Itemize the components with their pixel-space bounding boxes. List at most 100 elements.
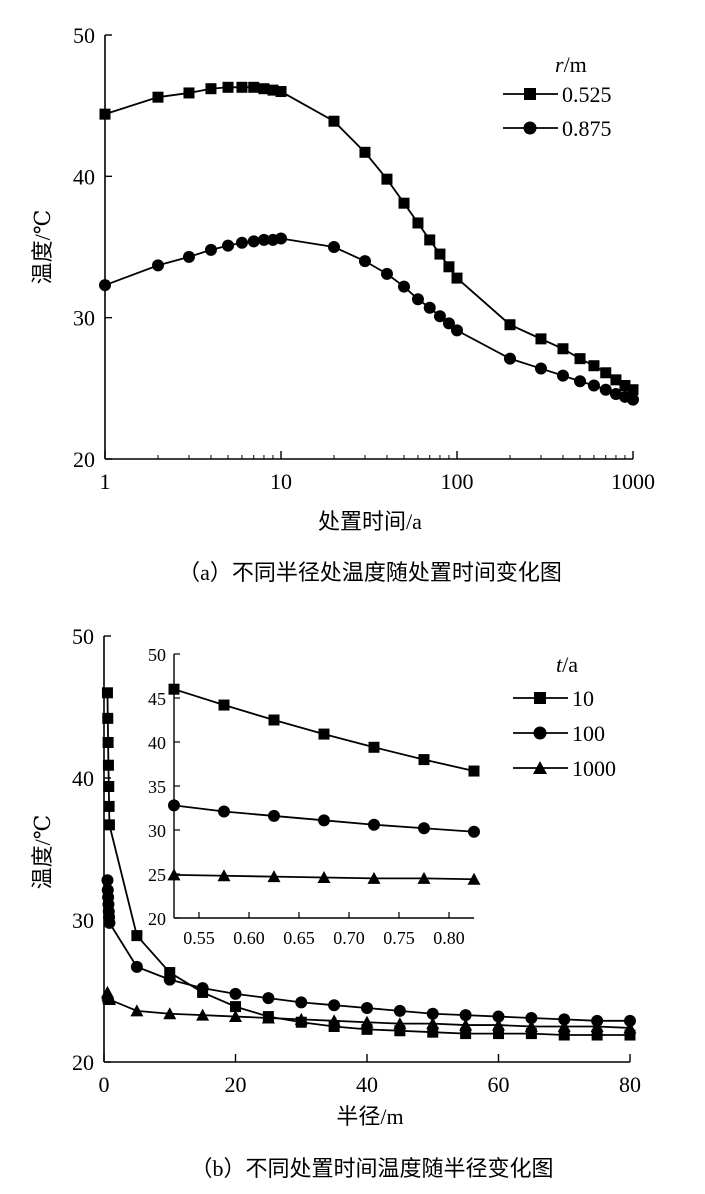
legend-title: r/m <box>555 52 587 77</box>
legend-title-variable: t <box>556 652 563 677</box>
series-100-marker <box>196 982 209 995</box>
series-10-marker <box>558 1029 570 1041</box>
series-0.525-marker <box>236 81 248 93</box>
series-100-marker <box>361 1002 373 1015</box>
series-0.525-marker <box>627 384 639 396</box>
series-0.875-marker <box>99 279 111 292</box>
series-0.525-marker <box>398 197 410 209</box>
chart-a: 20 30 40 50 1 10 100 1000 处置时间/a 温度/℃ r/m 0.525 0.87… <box>30 23 655 534</box>
series-0.525-marker <box>183 87 195 99</box>
x-tick-label: 1000 <box>611 469 655 494</box>
series-0.875-marker <box>247 235 260 248</box>
x-tick-label: 60 <box>488 1072 510 1097</box>
x-tick-label: 40 <box>356 1072 378 1097</box>
inset-x-tick-label: 0.75 <box>383 928 415 948</box>
legend-title-unit: /m <box>564 52 587 77</box>
series-0.875-marker <box>204 243 217 256</box>
series-0.525-marker <box>412 217 424 229</box>
legend-marker <box>533 761 547 774</box>
legend-title-unit: /a <box>562 652 578 677</box>
y-tick-label: 20 <box>72 1050 94 1075</box>
series-100-marker <box>525 1011 538 1024</box>
y-tick-label: 30 <box>72 908 94 933</box>
series-0.525-marker <box>557 343 569 355</box>
x-tick-label: 20 <box>225 1072 247 1097</box>
series-10-marker <box>164 967 176 979</box>
x-tick-label: 100 <box>441 469 474 494</box>
series-0.525-marker <box>275 86 287 98</box>
series-0.875-marker <box>451 324 463 337</box>
y-tick-label: 50 <box>73 23 95 48</box>
series-0.875-marker <box>503 352 516 365</box>
legend-marker <box>524 88 536 100</box>
series-0.525-marker <box>381 173 393 185</box>
inset-y-tick-label: 45 <box>148 689 166 709</box>
inset-y-tick-label: 40 <box>148 733 166 753</box>
series-10-marker <box>427 1026 439 1038</box>
series-0.525-marker <box>205 83 217 95</box>
x-axis-label: 处置时间/a <box>318 509 422 534</box>
inset-y-tick-label: 50 <box>148 645 166 665</box>
x-tick-label: 10 <box>270 469 292 494</box>
legend-marker <box>534 692 546 704</box>
inset-series-10-marker <box>168 683 180 695</box>
series-100-marker <box>492 1010 505 1023</box>
series-1000-marker <box>130 1004 144 1017</box>
series-0.525-marker <box>267 84 279 96</box>
series-0.525-marker <box>248 81 260 93</box>
series-10-marker <box>102 712 114 724</box>
inset-series-10-marker <box>418 754 430 766</box>
series-0.875-marker <box>534 362 547 375</box>
series-10-marker <box>591 1029 603 1041</box>
series-0.525-marker <box>619 380 631 392</box>
inset-series-1000-marker <box>267 870 281 883</box>
series-100-marker <box>393 1004 406 1017</box>
series-100-marker <box>558 1013 571 1026</box>
inset-series-100-marker <box>368 818 380 831</box>
y-tick-label: 40 <box>72 766 94 791</box>
series-10-marker <box>103 800 115 812</box>
series-1000-marker <box>557 1020 571 1032</box>
inset-y-tick-label: 25 <box>148 865 166 885</box>
series-0.875-marker <box>235 236 248 249</box>
inset-series-10-marker <box>468 765 480 777</box>
series-10-marker <box>525 1028 537 1040</box>
series-1000-marker <box>261 1011 275 1024</box>
series-1000-marker <box>426 1017 440 1030</box>
series-0.875-marker <box>442 317 455 330</box>
series-10-marker <box>624 1029 636 1041</box>
series-0.875-marker <box>627 393 639 406</box>
chart-b-inset: 20 25 30 35 40 45 50 0.55 0.60 0.65 0.70 0.75 0.80 <box>148 645 481 948</box>
series-1000-marker <box>524 1020 538 1032</box>
series-1000-marker <box>492 1018 505 1031</box>
legend-label: 0.875 <box>562 116 612 141</box>
series-0.875-marker <box>587 379 600 392</box>
series-10-marker <box>328 1021 340 1032</box>
series-100-marker <box>459 1009 472 1022</box>
series-1000-marker <box>294 1012 308 1025</box>
series-100-marker <box>624 1014 636 1027</box>
inset-series-1000-marker <box>167 868 181 881</box>
y-axis-label: 温度/℃ <box>30 815 55 890</box>
series-1000-marker <box>360 1015 374 1028</box>
series-0.525-marker <box>610 374 622 386</box>
series-0.525-marker <box>434 248 446 260</box>
y-tick-label: 40 <box>73 164 95 189</box>
legend-label: 10 <box>572 686 594 711</box>
series-10-marker <box>131 930 143 942</box>
series-0.875-marker <box>411 293 424 306</box>
series-10-marker <box>102 737 114 748</box>
series-0.525-marker <box>443 261 455 273</box>
legend-marker <box>533 726 547 740</box>
legend-title-variable: r <box>555 52 564 77</box>
series-0.525-marker <box>535 333 547 345</box>
series-0.525-marker <box>451 272 463 284</box>
series-0.875-marker <box>182 250 195 263</box>
legend-title: t/a <box>556 652 578 677</box>
series-0.525-marker <box>152 91 164 103</box>
series-100-marker <box>101 874 114 887</box>
series-100-marker <box>130 960 143 973</box>
inset-x-tick-label: 0.80 <box>433 928 465 948</box>
